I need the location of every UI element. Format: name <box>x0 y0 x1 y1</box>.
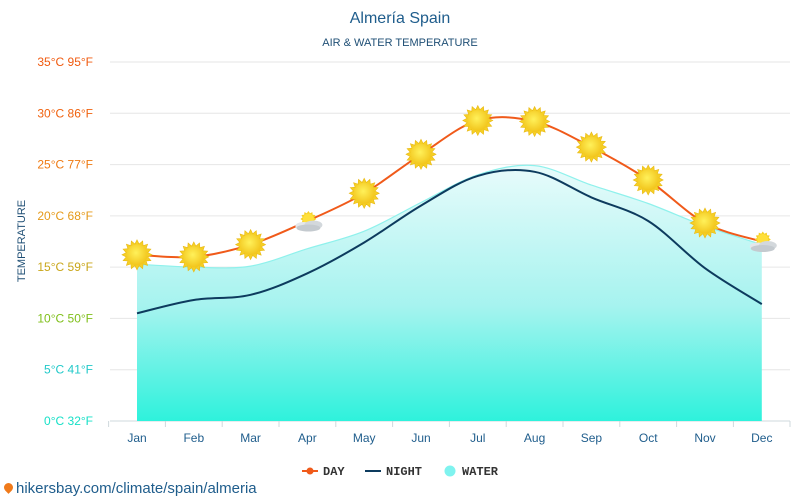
partly-cloudy-icon <box>295 211 323 232</box>
sun-disc <box>694 212 716 234</box>
sun-icon <box>121 239 153 271</box>
cloud-part <box>750 245 775 252</box>
legend-item-water[interactable]: WATER <box>444 465 499 479</box>
x-tick-label: May <box>353 431 376 445</box>
x-tick-labels: Jan Feb Mar Apr May Jun Jul Aug Sep Oct Nov Dec <box>108 421 791 445</box>
sun-icon <box>632 164 664 196</box>
sun-icon <box>462 104 494 137</box>
legend-label-day: DAY <box>323 465 345 479</box>
sun-icon <box>518 105 551 138</box>
day-weather-icons <box>121 104 777 273</box>
sun-disc <box>240 234 262 256</box>
x-tick-label: Nov <box>694 431 715 445</box>
sun-disc <box>410 143 432 165</box>
y-tick-label: 25°C 77°F <box>37 158 93 172</box>
sun-icon <box>405 138 437 170</box>
x-tick-label: Sep <box>581 431 603 445</box>
sun-icon <box>178 241 210 273</box>
sun-icon <box>348 177 380 209</box>
y-tick-label: 15°C 59°F <box>37 260 93 274</box>
y-tick-label: 0°C 32°F <box>44 414 93 428</box>
sun-icon <box>575 131 608 163</box>
y-tick-label: 35°C 95°F <box>37 55 93 69</box>
source-text: hikersbay.com/climate/spain/almeria <box>16 480 257 497</box>
legend-item-night[interactable]: NIGHT <box>365 465 422 479</box>
location-pin-icon <box>2 481 15 494</box>
y-tick-labels: 0°C 32°F 5°C 41°F 10°C 50°F 15°C 59°F 20°C 6… <box>37 55 93 428</box>
legend: DAY NIGHT WATER <box>302 465 499 479</box>
y-tick-label: 10°C 50°F <box>37 311 93 325</box>
sun-disc <box>183 246 205 268</box>
legend-label-night: NIGHT <box>386 465 422 479</box>
chart-title: Almería Spain <box>350 10 451 27</box>
sun-disc <box>467 109 489 131</box>
cloud-part <box>296 224 321 232</box>
x-tick-label: Apr <box>298 431 317 445</box>
y-tick-label: 5°C 41°F <box>44 363 93 377</box>
sun-disc <box>580 136 602 158</box>
y-axis-label: TEMPERATURE <box>16 200 28 282</box>
water-line <box>136 164 762 269</box>
x-tick-label: Jul <box>470 431 485 445</box>
x-tick-label: Oct <box>639 431 658 445</box>
chart-subtitle: AIR & WATER TEMPERATURE <box>322 37 477 49</box>
sun-icon <box>689 207 721 239</box>
legend-label-water: WATER <box>462 465 499 479</box>
sun-disc <box>126 244 148 266</box>
water-area <box>137 165 762 421</box>
x-tick-label: Feb <box>183 431 204 445</box>
sun-disc <box>524 110 546 132</box>
y-tick-label: 20°C 68°F <box>37 209 93 223</box>
sun-icon <box>234 228 267 261</box>
partly-cloudy-icon <box>749 231 777 252</box>
x-tick-label: Mar <box>240 431 261 445</box>
x-tick-label: Jan <box>127 431 146 445</box>
x-tick-label: Jun <box>411 431 430 445</box>
source-link[interactable]: hikersbay.com/climate/spain/almeria <box>2 480 257 497</box>
sun-disc <box>637 169 659 191</box>
legend-item-day[interactable]: DAY <box>302 465 345 479</box>
sun-disc <box>353 182 375 204</box>
x-tick-label: Aug <box>524 431 545 445</box>
night-line <box>136 169 763 315</box>
x-tick-label: Dec <box>751 431 772 445</box>
y-tick-label: 30°C 86°F <box>37 106 93 120</box>
water-area-layer <box>136 164 762 421</box>
